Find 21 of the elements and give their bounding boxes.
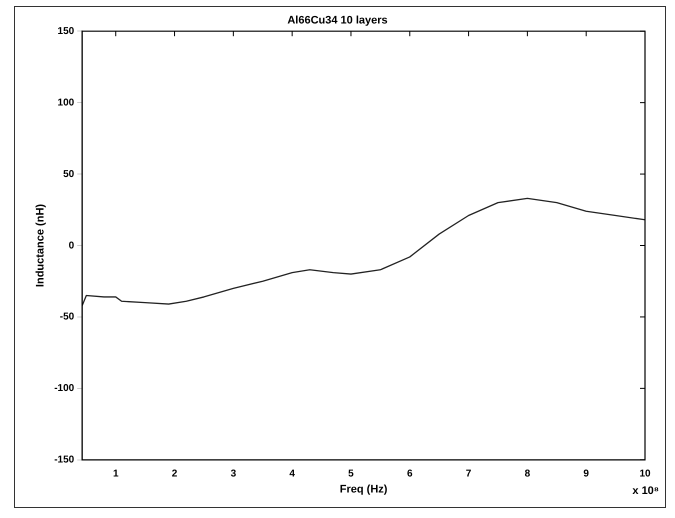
y-tick-label: 50 [63,168,75,180]
x-tick-label: 9 [583,468,590,480]
x-tick-label: 6 [406,468,413,480]
text: x 10⁸ [632,484,659,497]
x-axis-title: Freq (Hz) [340,483,388,496]
x-tick-label: 7 [466,468,472,480]
x-tick-label: 10 [639,468,651,480]
y-tick-label: 100 [58,97,75,108]
chart-title: Al66Cu34 10 layers [287,14,388,27]
x-tick-label: 1 [112,468,119,480]
x-tick-label: 5 [348,468,354,480]
y-axis-title: Inductance (nH) [34,204,47,288]
y-tick-label: -150 [54,454,75,466]
y-tick-label: -50 [60,312,75,323]
y-tick-label: 0 [68,240,75,252]
y-tick-label: -100 [54,383,75,394]
x-tick-label: 8 [524,468,531,480]
y-tick-label: 150 [58,26,75,37]
x-tick-label: 4 [289,468,296,480]
x-tick-label: 3 [230,468,237,480]
x-tick-label: 2 [172,468,178,480]
